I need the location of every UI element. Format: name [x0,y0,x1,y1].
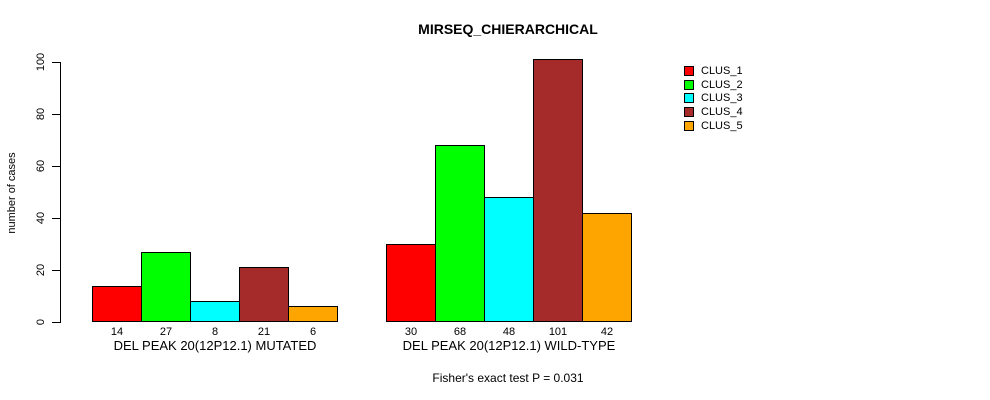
y-axis-tick-label: 100 [35,52,47,72]
bar-clus_3-group2 [484,197,534,322]
bar-clus_3-group1 [190,301,240,322]
legend-label: CLUS_3 [701,92,743,105]
bar-value-label: 6 [309,326,317,338]
bar-value-label: 27 [159,326,173,338]
legend-item: CLUS_4 [684,105,743,119]
legend-label: CLUS_4 [701,106,743,119]
y-axis-tick-label: 40 [35,211,47,225]
legend-item: CLUS_3 [684,92,743,106]
bar-clus_2-group1 [141,251,191,322]
y-axis-tick-label: 80 [35,107,47,121]
y-axis-tick [52,270,60,271]
y-axis-line [60,62,61,323]
x-category-label: DEL PEAK 20(12P12.1) MUTATED [113,338,317,353]
bar-value-label: 14 [110,326,124,338]
y-axis-tick [52,218,60,219]
legend-item: CLUS_1 [684,64,743,78]
legend-swatch-clus_4 [684,107,694,118]
legend-item: CLUS_2 [684,78,743,92]
bar-value-label: 101 [548,326,568,338]
legend-label: CLUS_1 [701,64,743,77]
footer-stat-text: Fisher's exact test P = 0.031 [432,371,584,385]
bar-clus_1-group1 [92,285,142,322]
legend-item: CLUS_5 [684,119,743,133]
y-axis-tick-label: 60 [35,159,47,173]
bar-clus_4-group2 [533,59,583,322]
legend-swatch-clus_1 [684,65,694,76]
y-axis-tick [52,114,60,115]
bar-value-label: 68 [453,326,467,338]
bar-clus_4-group1 [239,267,289,322]
bar-value-label: 48 [502,326,516,338]
y-axis-tick [52,62,60,63]
y-axis-tick-label: 0 [35,318,47,326]
bar-clus_2-group2 [435,145,485,322]
x-category-label: DEL PEAK 20(12P12.1) WILD-TYPE [402,338,616,353]
bar-value-label: 21 [257,326,271,338]
y-axis-tick [52,166,60,167]
legend-label: CLUS_2 [701,78,743,91]
legend-swatch-clus_2 [684,79,694,90]
bar-value-label: 30 [404,326,418,338]
y-axis-tick [52,322,60,323]
chart-title: MIRSEQ_CHIERARCHICAL [418,21,598,37]
legend-swatch-clus_3 [684,93,694,104]
y-axis-label: number of cases [6,152,18,234]
bar-clus_1-group2 [386,244,436,322]
bar-value-label: 8 [211,326,219,338]
bar-clus_5-group1 [288,306,338,322]
legend-swatch-clus_5 [684,120,694,131]
bar-value-label: 42 [600,326,614,338]
legend-label: CLUS_5 [701,119,743,132]
legend: CLUS_1 CLUS_2 CLUS_3 CLUS_4 CLUS_5 [684,64,743,133]
y-axis-tick-label: 20 [35,263,47,277]
bar-clus_5-group2 [582,212,632,322]
